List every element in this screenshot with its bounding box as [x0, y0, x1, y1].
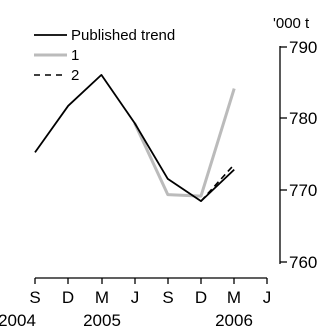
x-tick-label: D	[195, 288, 207, 307]
series-line-2	[200, 163, 235, 202]
legend-label-1: 1	[71, 47, 79, 64]
x-tick-label: J	[263, 288, 272, 307]
y-tick-label: 780	[289, 109, 317, 128]
y-unit-label: '000 t	[273, 15, 310, 32]
x-year-label: 2004	[0, 311, 36, 330]
x-year-label: 2005	[83, 311, 121, 330]
y-tick-label: 770	[289, 181, 317, 200]
x-tick-label: S	[29, 288, 40, 307]
series-line-1	[133, 88, 236, 198]
x-year-label: 2006	[215, 311, 253, 330]
y-tick-label: 790	[289, 38, 317, 57]
x-tick-label: D	[62, 288, 74, 307]
legend-label-2: 2	[71, 67, 79, 84]
legend-label-published-trend: Published trend	[71, 27, 175, 44]
x-tick-label: M	[227, 288, 241, 307]
x-tick-label: M	[95, 288, 109, 307]
series-layer	[34, 74, 236, 202]
y-tick-label: 760	[289, 253, 317, 272]
x-tick-label: S	[162, 288, 173, 307]
x-tick-label: J	[131, 288, 140, 307]
